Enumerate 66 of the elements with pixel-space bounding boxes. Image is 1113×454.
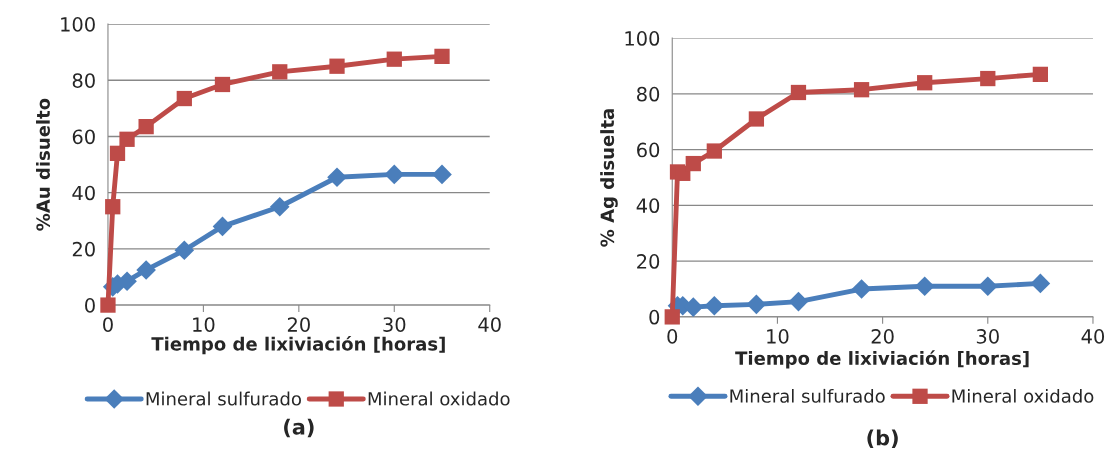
y-tick-label: 40: [636, 198, 660, 214]
y-tick-label: 100: [61, 17, 95, 32]
y-tick-label: 0: [85, 298, 95, 313]
point: [790, 84, 807, 101]
point: [1032, 66, 1049, 83]
point: [269, 196, 290, 217]
point: [1030, 273, 1051, 294]
x-tick-label: 10: [193, 317, 215, 332]
y-tick-label: 40: [72, 185, 95, 201]
point: [272, 64, 288, 80]
x-tick-label: 0: [103, 317, 113, 332]
legend-label: Mineral oxidado: [952, 388, 1094, 403]
point: [917, 75, 933, 91]
point: [746, 294, 767, 315]
point: [119, 131, 135, 147]
point: [977, 276, 998, 297]
point: [384, 164, 405, 185]
point: [109, 145, 126, 161]
point: [386, 51, 402, 67]
x-tick-label: 0: [667, 329, 678, 344]
x-tick-label: 10: [767, 329, 789, 344]
point: [212, 216, 233, 237]
point: [432, 164, 452, 185]
x-tick-label: 40: [1081, 329, 1105, 344]
point: [117, 271, 137, 292]
x-tick-label: 30: [976, 329, 999, 344]
text: (a): [284, 418, 314, 438]
y-tick-label: 80: [72, 73, 95, 88]
y-axis-title: %Au disuelto: [36, 98, 50, 231]
point: [176, 90, 192, 107]
point: [851, 279, 872, 299]
y-axis-title: % Ag disuelta: [600, 109, 618, 247]
y-tick-label: 80: [637, 86, 660, 102]
point: [685, 155, 701, 172]
y-tick-label: 20: [637, 254, 660, 269]
point: [853, 82, 870, 98]
x-axis-title: Tiempo de lixiviación [horas]: [735, 350, 1029, 369]
point: [748, 111, 765, 127]
y-tick-label: 60: [637, 142, 660, 158]
point: [105, 199, 121, 215]
point: [434, 48, 450, 65]
point: [664, 309, 680, 325]
point: [327, 167, 347, 188]
point: [980, 70, 996, 87]
x-axis-title: Tiempo de lixiviación [horas]: [151, 336, 445, 355]
x-tick-label: 40: [478, 317, 501, 332]
y-tick-label: 100: [625, 31, 660, 46]
y-tick-label: 20: [72, 241, 95, 257]
y-tick-label: 60: [72, 129, 95, 145]
legend-label: Mineral sulfurado: [146, 391, 301, 406]
point: [788, 291, 809, 312]
legend-label: Mineral sulfurado: [730, 388, 885, 403]
text: (b): [867, 429, 898, 449]
point: [138, 119, 154, 135]
legend-label: Mineral oxidado: [368, 391, 510, 406]
point: [329, 58, 345, 74]
x-tick-label: 20: [871, 329, 894, 344]
point: [914, 276, 935, 297]
point: [706, 143, 722, 159]
point: [214, 76, 231, 93]
x-tick-label: 30: [383, 317, 406, 332]
point: [174, 240, 195, 261]
point: [704, 295, 725, 316]
x-tick-label: 20: [287, 317, 310, 332]
point: [136, 260, 156, 280]
point: [100, 297, 116, 313]
